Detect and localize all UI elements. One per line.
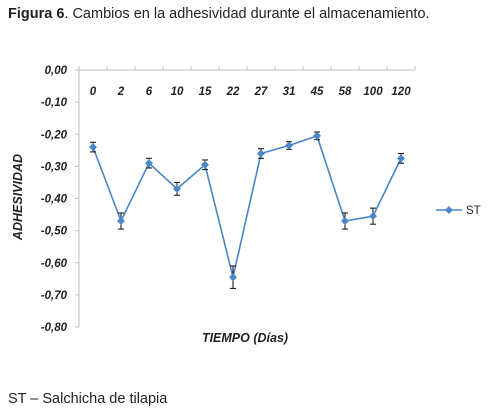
y-tick-label: -0,40 (41, 194, 68, 206)
data-point (89, 143, 97, 152)
data-point (397, 154, 405, 163)
data-point (341, 216, 349, 225)
legend: ST (436, 205, 481, 217)
data-point (229, 273, 237, 282)
data-point (117, 216, 125, 225)
y-tick-label: -0,30 (41, 161, 68, 173)
x-category-label: 45 (310, 86, 324, 98)
footnote: ST – Salchicha de tilapia (8, 391, 168, 407)
x-category-label: 27 (254, 86, 268, 98)
x-category-label: 15 (199, 86, 212, 98)
data-point (201, 160, 209, 169)
series-st (89, 131, 405, 290)
data-point (313, 131, 321, 140)
x-category-label: 0 (90, 86, 97, 98)
y-axis: 0,00 -0,10 -0,20 -0,30 -0,40 -0,50 -0,60 -0,70 -… (41, 65, 80, 334)
series-line (92, 135, 402, 279)
figure-label: Figura 6 (8, 6, 65, 22)
legend-marker (445, 206, 453, 214)
x-category-label: 6 (146, 86, 153, 98)
y-tick-label: -0,80 (41, 322, 68, 334)
data-point (285, 141, 293, 150)
y-tick-label: -0,10 (41, 97, 68, 109)
y-tick-label: -0,20 (41, 129, 68, 141)
x-axis-title: TIEMPO (Días) (202, 331, 288, 345)
y-axis-title: ADHESIVIDAD (11, 154, 25, 241)
x-category-label: 10 (171, 86, 184, 98)
figure-caption: Figura 6. Cambios en la adhesividad dura… (8, 6, 430, 22)
x-category-label: 100 (363, 86, 383, 98)
x-category-label: 31 (283, 86, 296, 98)
y-tick-label: -0,60 (41, 258, 68, 270)
data-point (173, 184, 181, 193)
y-tick-label: 0,00 (45, 65, 68, 77)
x-category-label: 22 (226, 86, 240, 98)
data-point (369, 212, 377, 221)
figure-caption-text: . Cambios en la adhesividad durante el a… (64, 6, 430, 22)
x-category-label: 120 (391, 86, 411, 98)
data-point (145, 159, 153, 168)
y-tick-label: -0,70 (41, 290, 68, 302)
x-axis: 0 2 6 10 15 22 27 31 45 58 100 120 (78, 66, 416, 98)
data-point (257, 149, 265, 158)
x-category-label: 2 (117, 86, 125, 98)
x-category-label: 58 (339, 86, 352, 98)
legend-label: ST (466, 205, 481, 217)
y-tick-label: -0,50 (41, 226, 68, 238)
